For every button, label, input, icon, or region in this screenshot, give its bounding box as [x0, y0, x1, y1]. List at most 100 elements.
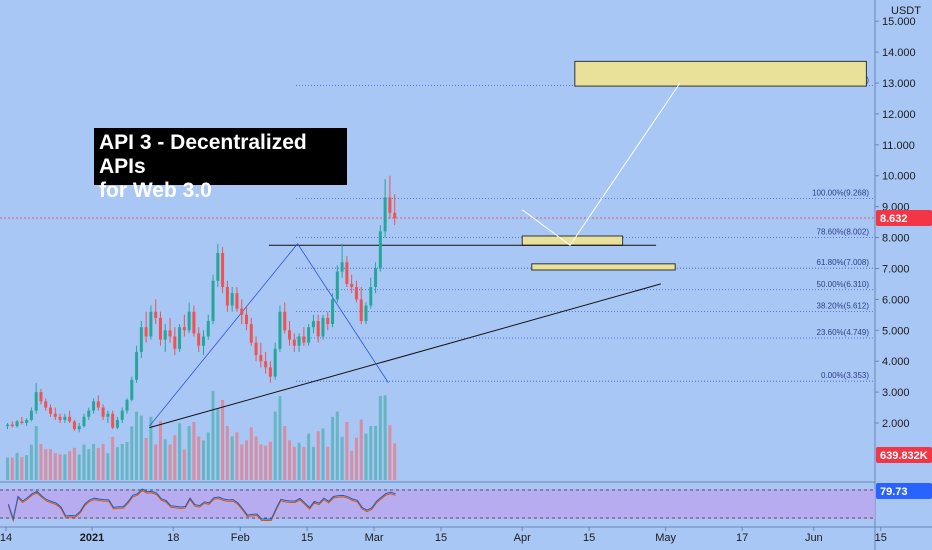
y-tick-label: 6.000 [882, 294, 910, 306]
volume-bar [87, 449, 91, 480]
x-tick-label: Mar [365, 532, 384, 544]
volume-bar [163, 439, 167, 480]
volume-bar [297, 442, 301, 480]
candle-body [34, 392, 38, 411]
candle-body [206, 321, 210, 337]
y-tick-label: 8.000 [882, 233, 910, 245]
rsi-band [0, 489, 875, 519]
candle-body [120, 410, 124, 420]
volume-bar [221, 400, 225, 480]
price-axis[interactable]: 2.0003.0004.0005.0006.0007.0008.0009.000… [875, 16, 916, 430]
volume-bar [211, 390, 215, 480]
trend-drawings [0, 82, 875, 429]
volume-bar [249, 427, 253, 480]
x-tick-label: Jun [805, 532, 823, 544]
volume-bar [259, 444, 263, 480]
candle-body [264, 361, 268, 368]
candle-body [173, 336, 177, 349]
volume-bar [178, 423, 182, 480]
candle-body [240, 308, 244, 315]
volume-bar [101, 444, 105, 480]
candle-body [163, 330, 167, 340]
volume-bars [6, 390, 397, 480]
volume-label: 639.832K [880, 450, 928, 462]
target-zone [574, 60, 867, 87]
volume-bar [82, 444, 86, 480]
candle-body [364, 305, 368, 321]
x-tick-label: 17 [736, 532, 748, 544]
rsi-badge [876, 483, 932, 499]
fib-label: 50.00%(6.310) [817, 280, 870, 289]
candle-body [68, 416, 72, 422]
volume-bar [230, 436, 234, 480]
y-tick-label: 14.000 [882, 47, 916, 59]
volume-bar [44, 449, 48, 480]
x-tick-label: 2021 [80, 532, 104, 544]
candle-body [297, 336, 301, 346]
fib-label: 78.60%(8.002) [817, 227, 870, 236]
y-tick-label: 13.000 [882, 78, 916, 90]
y-tick-label: 12.000 [882, 109, 916, 121]
volume-bar [393, 443, 397, 480]
candle-body [273, 348, 277, 377]
candle-body [378, 231, 382, 269]
volume-bar [206, 432, 210, 480]
candle-body [288, 330, 292, 340]
volume-bar [278, 396, 282, 480]
y-tick-label: 15.000 [882, 16, 916, 28]
candle-body [354, 287, 358, 300]
fib-label: 61.80%(7.008) [817, 258, 870, 267]
volume-bar [168, 444, 172, 480]
volume-bar [68, 451, 72, 480]
volume-bar [197, 436, 201, 480]
y-tick-label: 11.000 [882, 140, 915, 152]
candle-body [130, 379, 134, 400]
candle-body [374, 268, 378, 287]
volume-bar [302, 446, 306, 480]
volume-bar [187, 426, 191, 480]
fibonacci-levels: 161.80%(12.923)100.00%(9.268)78.60%(8.00… [296, 75, 875, 382]
volume-bar [350, 450, 354, 480]
x-tick-label: 18 [167, 532, 179, 544]
volume-bar [149, 416, 153, 480]
volume-bar [6, 457, 9, 480]
candle-body [49, 407, 53, 414]
currency-unit: USDT [891, 5, 921, 17]
candle-body [359, 299, 363, 321]
fib-label: 0.00%(3.353) [821, 371, 869, 380]
candle-body [154, 311, 158, 318]
candle-body [331, 299, 335, 325]
candle-body [283, 311, 287, 331]
volume-bar [326, 446, 330, 480]
axis-badges: 8.632 639.832K 79.73 [876, 210, 932, 499]
candle-body [15, 421, 19, 427]
volume-bar [345, 422, 349, 480]
rsi-panel [0, 488, 875, 523]
candle-body [6, 424, 9, 427]
volume-bar [240, 444, 244, 480]
candle-body [235, 293, 239, 309]
candle-body [192, 311, 196, 334]
volume-bar [359, 419, 363, 480]
candle-body [278, 311, 282, 349]
retest-zone-1 [521, 235, 624, 246]
candle-body [111, 413, 115, 428]
volume-bar [130, 426, 134, 480]
time-axis[interactable]: 14 2021 18 Feb 15 Mar 15 Apr 15 May 17 Jun 15 [0, 527, 887, 544]
x-tick-label: 15 [435, 532, 447, 544]
fib-label: 23.60%(4.749) [817, 328, 870, 337]
volume-bar [120, 444, 124, 480]
candle-body [39, 392, 43, 402]
candle-body [369, 287, 373, 306]
volume-bar [49, 449, 53, 480]
y-tick-label: 2.000 [882, 418, 910, 430]
volume-bar [125, 442, 129, 480]
candle-body [178, 327, 182, 349]
x-tick-label: Feb [231, 532, 250, 544]
volume-bar [135, 411, 139, 480]
candle-body [58, 416, 62, 420]
x-tick-label: 15 [583, 532, 595, 544]
volume-bar [292, 446, 296, 480]
volume-bar [182, 449, 186, 480]
